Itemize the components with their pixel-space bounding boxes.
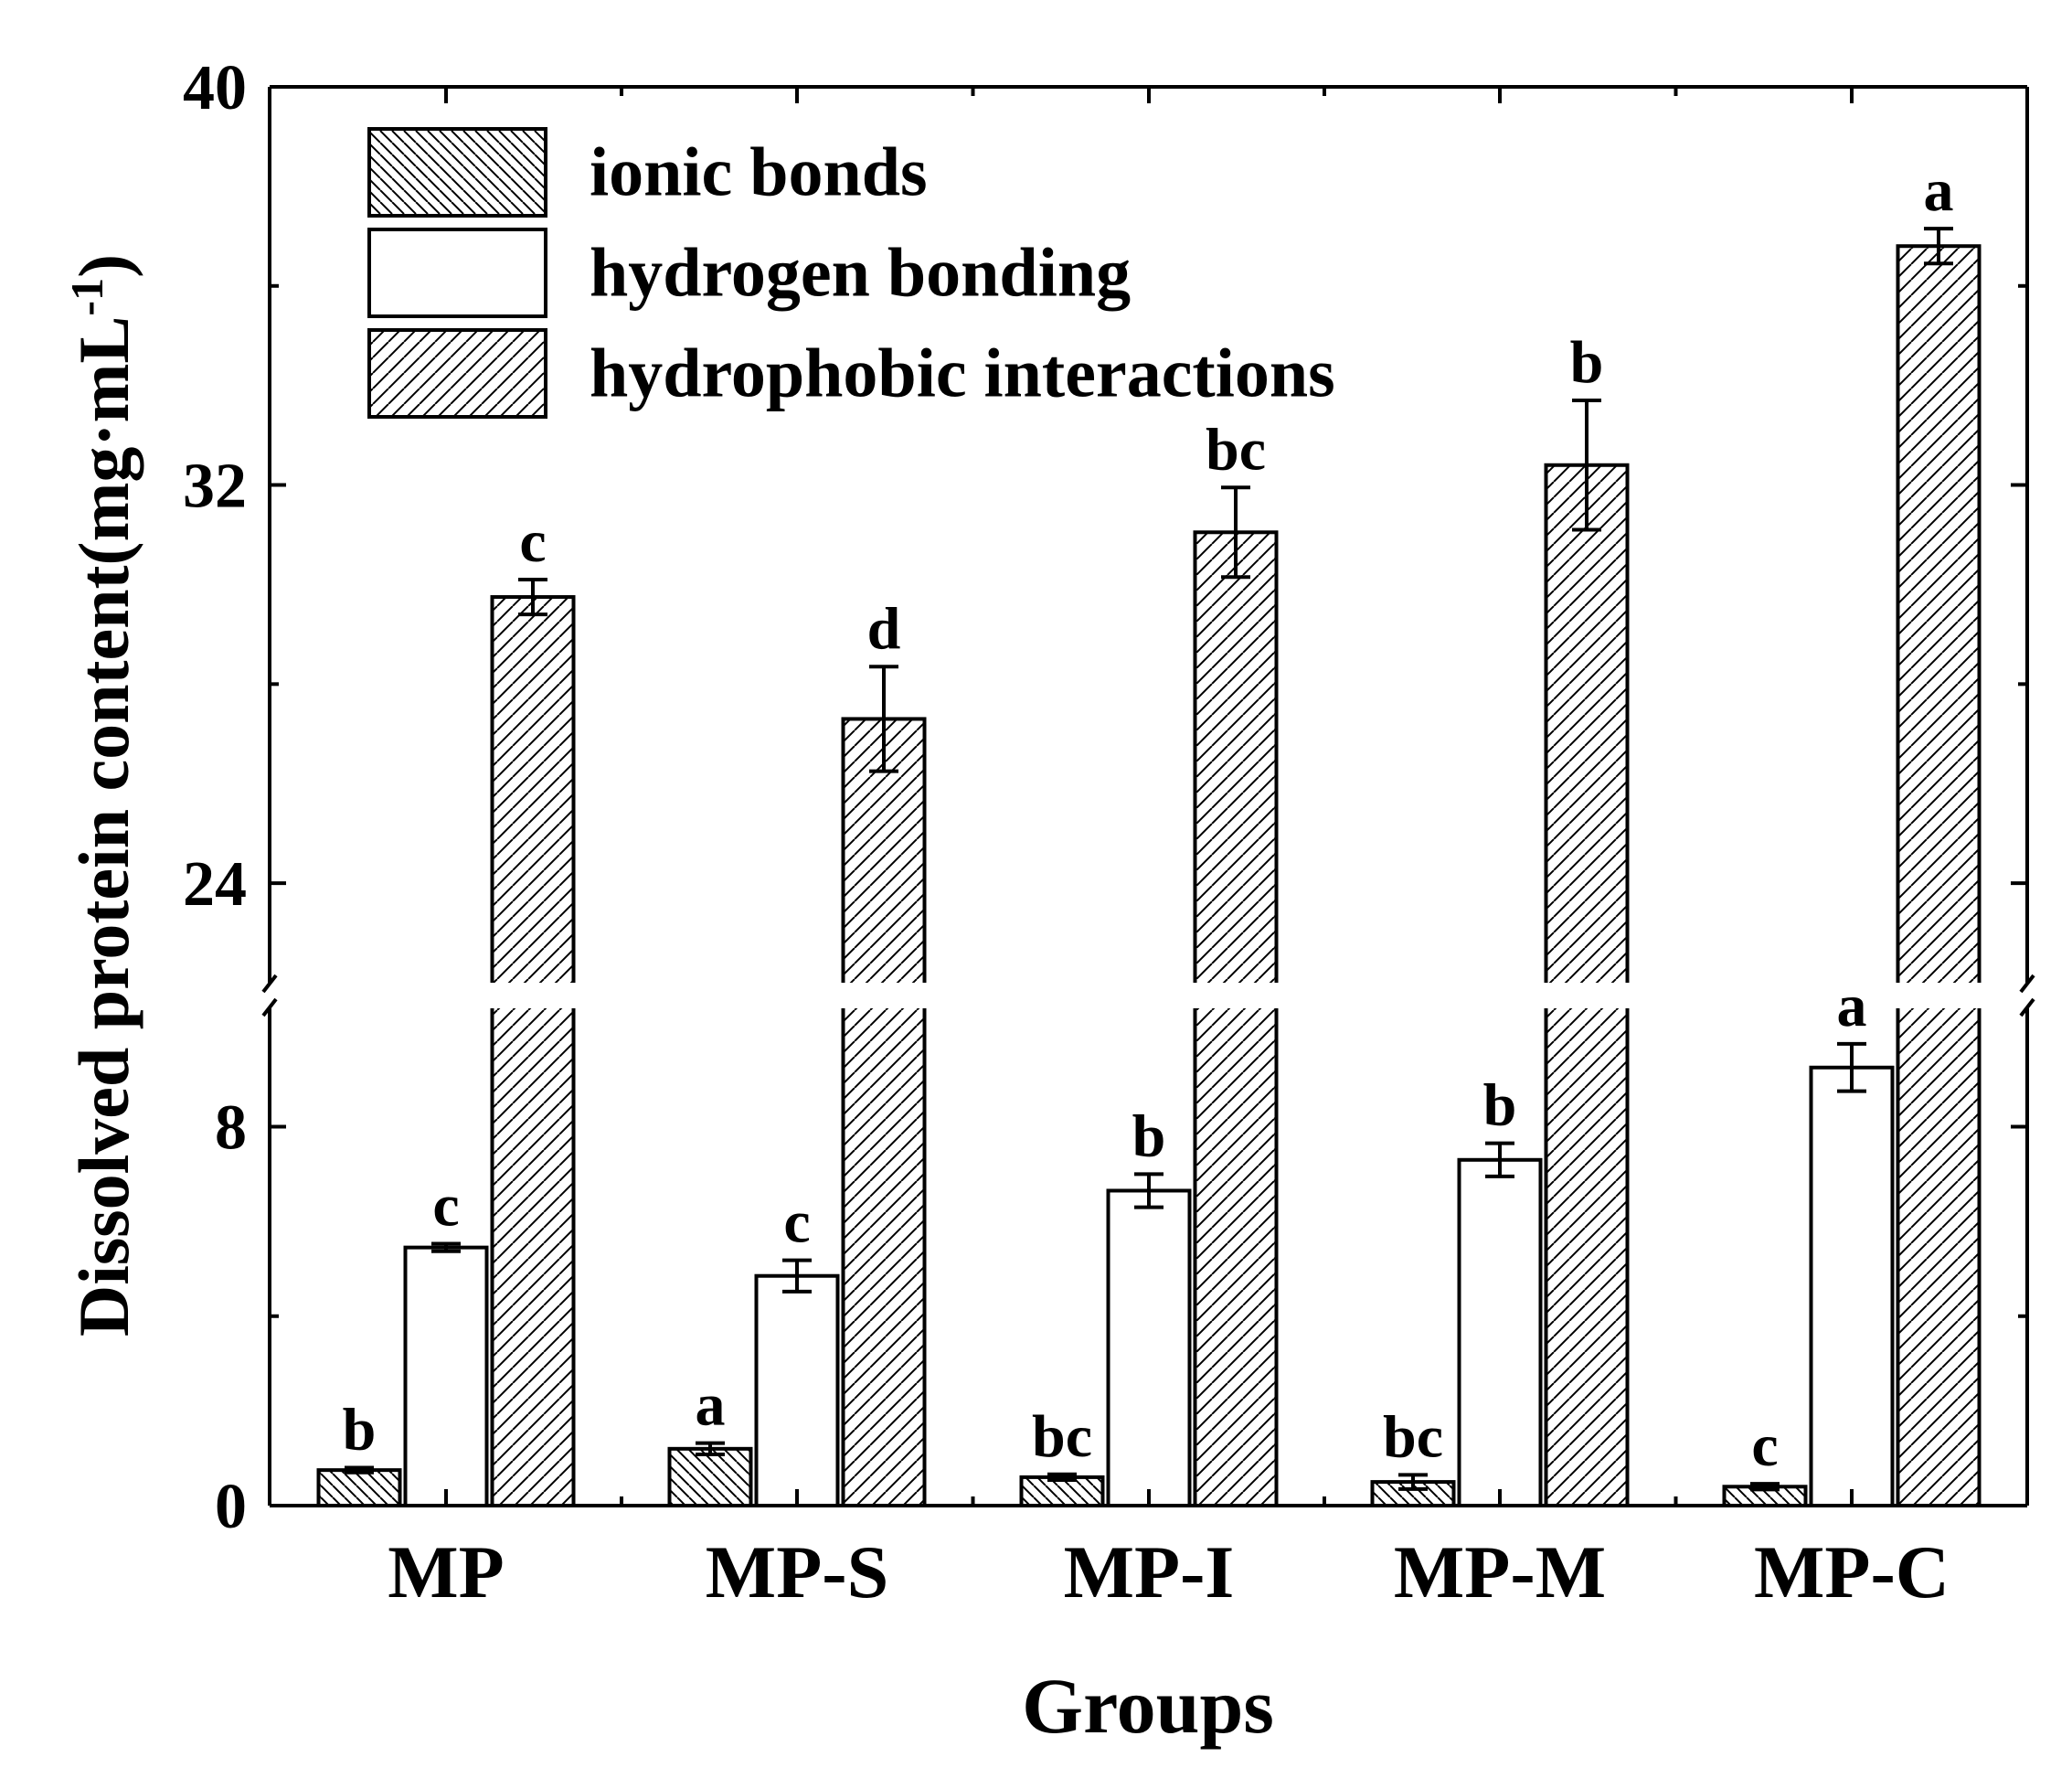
bar: [403, 1245, 489, 1507]
y-tick-label: 0: [215, 1472, 247, 1542]
y-tick-label: 8: [215, 1093, 247, 1164]
axis-break-gap: [262, 983, 2035, 1008]
significance-label: a: [696, 1372, 726, 1439]
significance-label: d: [867, 595, 901, 662]
bar: [1106, 1188, 1192, 1507]
significance-label: a: [1924, 157, 1954, 224]
break-mark-left-upper: [261, 974, 278, 994]
significance-label: b: [343, 1397, 377, 1464]
bar: [1809, 1065, 1895, 1508]
legend-swatch: [367, 328, 547, 419]
bar: [490, 595, 576, 1507]
significance-label: c: [783, 1189, 810, 1256]
bar: [667, 1446, 753, 1508]
significance-label: bc: [1383, 1403, 1443, 1470]
legend-label: ionic bonds: [590, 134, 928, 211]
break-mark-right-lower: [2019, 997, 2035, 1017]
y-tick-label: 32: [183, 452, 247, 522]
legend-label: hydrophobic interactions: [590, 335, 1335, 412]
break-mark-left-lower: [261, 997, 278, 1017]
significance-label: a: [1837, 973, 1867, 1039]
bar: [316, 1468, 402, 1507]
bar: [841, 717, 927, 1507]
x-tick-label: MP-C: [1754, 1530, 1950, 1613]
y-axis-label: Dissolved protein content(mg·mL-1): [61, 254, 143, 1336]
y-axis-label-main: Dissolved protein content(mg·mL: [64, 316, 143, 1337]
y-tick-label: 24: [183, 849, 247, 920]
bar: [1457, 1157, 1543, 1508]
break-mark-right-upper: [2019, 974, 2035, 994]
bar: [1896, 244, 1982, 1508]
x-axis-label: Groups: [1022, 1662, 1274, 1750]
x-tick-label: MP-S: [706, 1530, 888, 1613]
legend-label: hydrogen bonding: [590, 235, 1131, 312]
significance-label: b: [1132, 1102, 1166, 1169]
legend-swatch: [367, 228, 547, 318]
significance-label: b: [1570, 329, 1604, 396]
x-tick-label: MP-I: [1064, 1530, 1235, 1613]
significance-label: bc: [1032, 1403, 1092, 1470]
bar: [754, 1273, 840, 1507]
significance-label: c: [432, 1172, 459, 1239]
x-tick-label: MP: [388, 1530, 504, 1613]
y-tick-label: 40: [183, 53, 247, 123]
significance-label: c: [1751, 1412, 1778, 1479]
significance-label: c: [519, 508, 546, 575]
significance-label: b: [1483, 1072, 1517, 1139]
legend-swatch: [367, 127, 547, 218]
y-axis-label-close: ): [64, 254, 143, 278]
y-axis-label-superscript: -1: [61, 278, 112, 316]
x-tick-label: MP-M: [1394, 1530, 1606, 1613]
bar: [1193, 530, 1279, 1507]
significance-label: bc: [1206, 416, 1266, 483]
